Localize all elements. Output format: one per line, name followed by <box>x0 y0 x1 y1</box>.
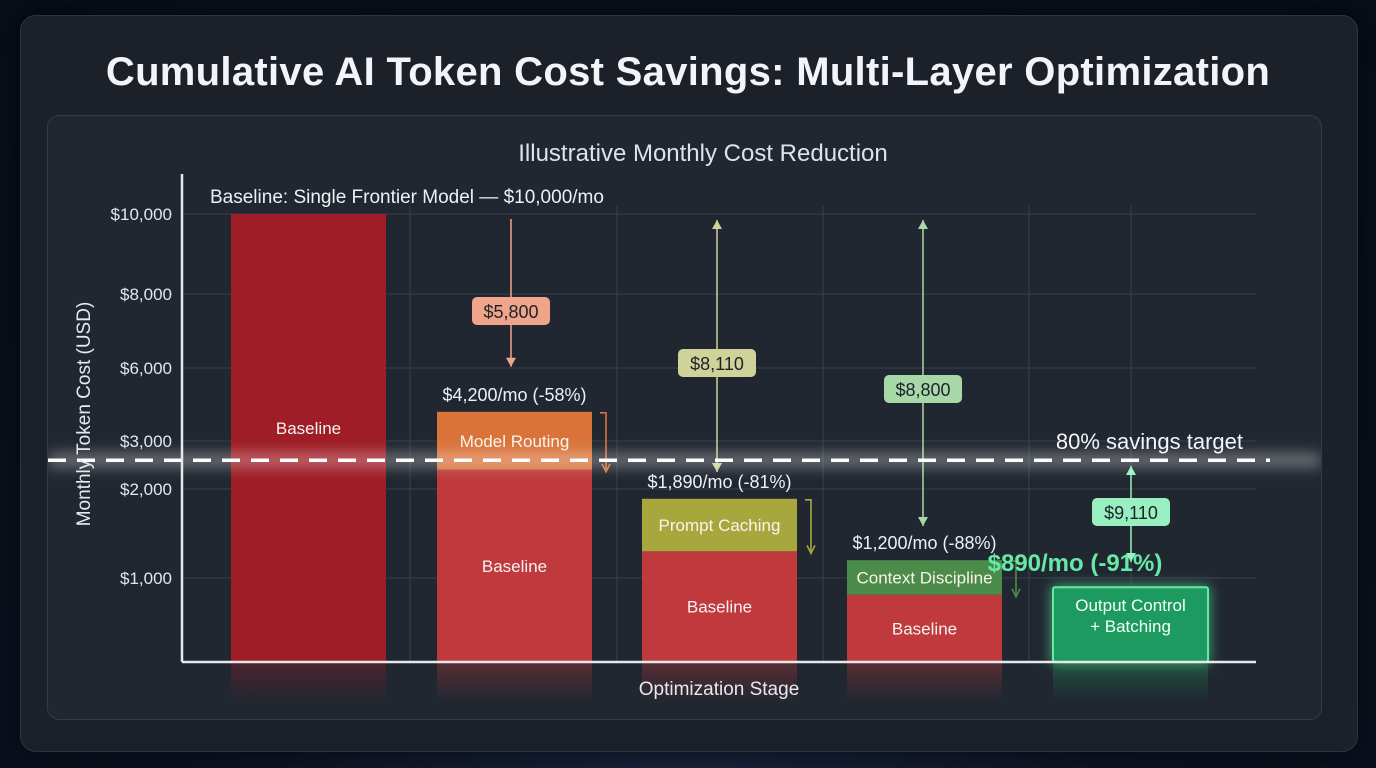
bar-total-label: $1,890/mo (-81%) <box>647 472 791 492</box>
savings-arrowhead <box>1126 553 1136 562</box>
chart-panel: Illustrative Monthly Cost Reduction $10,0… <box>47 115 1322 720</box>
savings-badge-label: $8,800 <box>895 380 950 400</box>
bar-label: Baseline <box>687 598 752 617</box>
bar-total-label: $1,200/mo (-88%) <box>852 533 996 553</box>
savings-badge-label: $9,110 <box>1104 503 1158 523</box>
savings-badge-label: $5,800 <box>483 302 538 322</box>
chart-subtitle: Illustrative Monthly Cost Reduction <box>518 140 888 167</box>
bar-reflection <box>1053 662 1208 702</box>
layer-bracket-arrow <box>806 544 816 556</box>
savings-badge <box>1092 498 1170 526</box>
y-tick-label: $8,000 <box>120 285 172 304</box>
bar-reflection <box>847 662 1002 702</box>
y-tick-label: $3,000 <box>120 432 172 451</box>
baseline-annotation: Baseline: Single Frontier Model — $10,00… <box>210 187 604 208</box>
savings-badge <box>472 297 550 325</box>
chart-svg: Illustrative Monthly Cost Reduction $10,0… <box>48 140 1321 702</box>
bar-reflection <box>231 662 386 702</box>
y-tick-label: $2,000 <box>120 480 172 499</box>
layer-bracket <box>600 412 607 472</box>
x-axis-label: Optimization Stage <box>639 679 800 700</box>
bar-layer-label: Output Control <box>1075 596 1186 615</box>
bar-total-label: $890/mo (-91%) <box>988 550 1163 577</box>
savings-badge <box>678 349 756 377</box>
bar-layer-label: + Batching <box>1090 617 1171 636</box>
savings-arrowhead <box>918 517 928 526</box>
bar-label: Baseline <box>892 619 957 638</box>
bar-baseline-segment <box>847 594 1002 662</box>
bar-label: Baseline <box>482 557 547 576</box>
bar-layer-label: Context Discipline <box>856 569 992 588</box>
layer-bracket <box>1010 560 1017 597</box>
savings-badge <box>884 375 962 403</box>
target-label: 80% savings target <box>1056 429 1243 454</box>
bar-reflection <box>437 662 592 702</box>
savings-badge-label: $8,110 <box>690 354 744 374</box>
y-tick-label: $1,000 <box>120 569 172 588</box>
bar-layer-label: Model Routing <box>460 432 570 451</box>
bar-layer-label: Prompt Caching <box>659 516 781 535</box>
savings-arrowhead <box>712 220 722 229</box>
bar-label: Baseline <box>276 419 341 438</box>
y-tick-label: $10,000 <box>111 205 172 224</box>
target-glow <box>48 453 1321 468</box>
bar-reflection <box>642 662 797 702</box>
bar-total-label: $4,200/mo (-58%) <box>442 385 586 405</box>
bar-layer-segment <box>847 560 1002 595</box>
savings-arrowhead <box>506 357 516 367</box>
savings-arrowhead <box>918 220 928 229</box>
bar-baseline-segment <box>642 551 797 662</box>
page-title: Cumulative AI Token Cost Savings: Multi-… <box>105 50 1271 94</box>
y-tick-label: $6,000 <box>120 359 172 378</box>
layer-bracket <box>805 498 812 554</box>
y-axis-label: Monthly Token Cost (USD) <box>74 302 95 527</box>
savings-arrowhead <box>1126 466 1136 475</box>
bar-baseline-segment <box>437 469 592 662</box>
layer-bracket-arrow <box>1011 588 1021 599</box>
bar-baseline-full <box>231 214 386 662</box>
bar-layer-segment <box>642 498 797 552</box>
